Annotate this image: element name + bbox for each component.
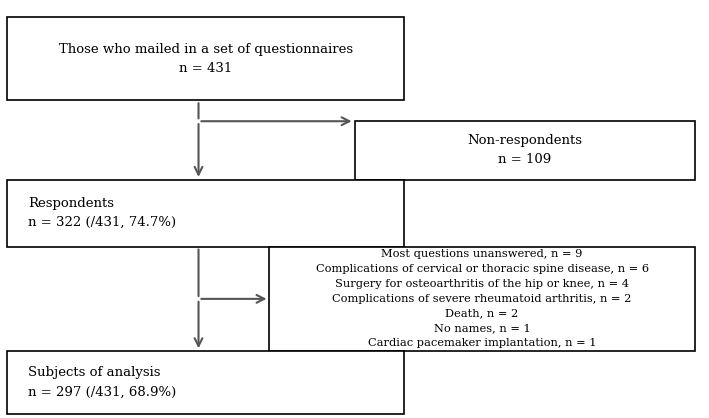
FancyBboxPatch shape: [269, 247, 695, 351]
Text: Respondents
n = 322 (/431, 74.7%): Respondents n = 322 (/431, 74.7%): [28, 197, 177, 229]
Text: Subjects of analysis
n = 297 (/431, 68.9%): Subjects of analysis n = 297 (/431, 68.9…: [28, 367, 177, 398]
FancyBboxPatch shape: [354, 121, 695, 180]
Text: Non-respondents
n = 109: Non-respondents n = 109: [467, 135, 582, 166]
Text: Those who mailed in a set of questionnaires
n = 431: Those who mailed in a set of questionnai…: [59, 43, 352, 74]
FancyBboxPatch shape: [7, 180, 404, 247]
Text: Most questions unanswered, n = 9
Complications of cervical or thoracic spine dis: Most questions unanswered, n = 9 Complic…: [316, 250, 649, 348]
FancyBboxPatch shape: [7, 351, 404, 414]
FancyBboxPatch shape: [7, 17, 404, 100]
